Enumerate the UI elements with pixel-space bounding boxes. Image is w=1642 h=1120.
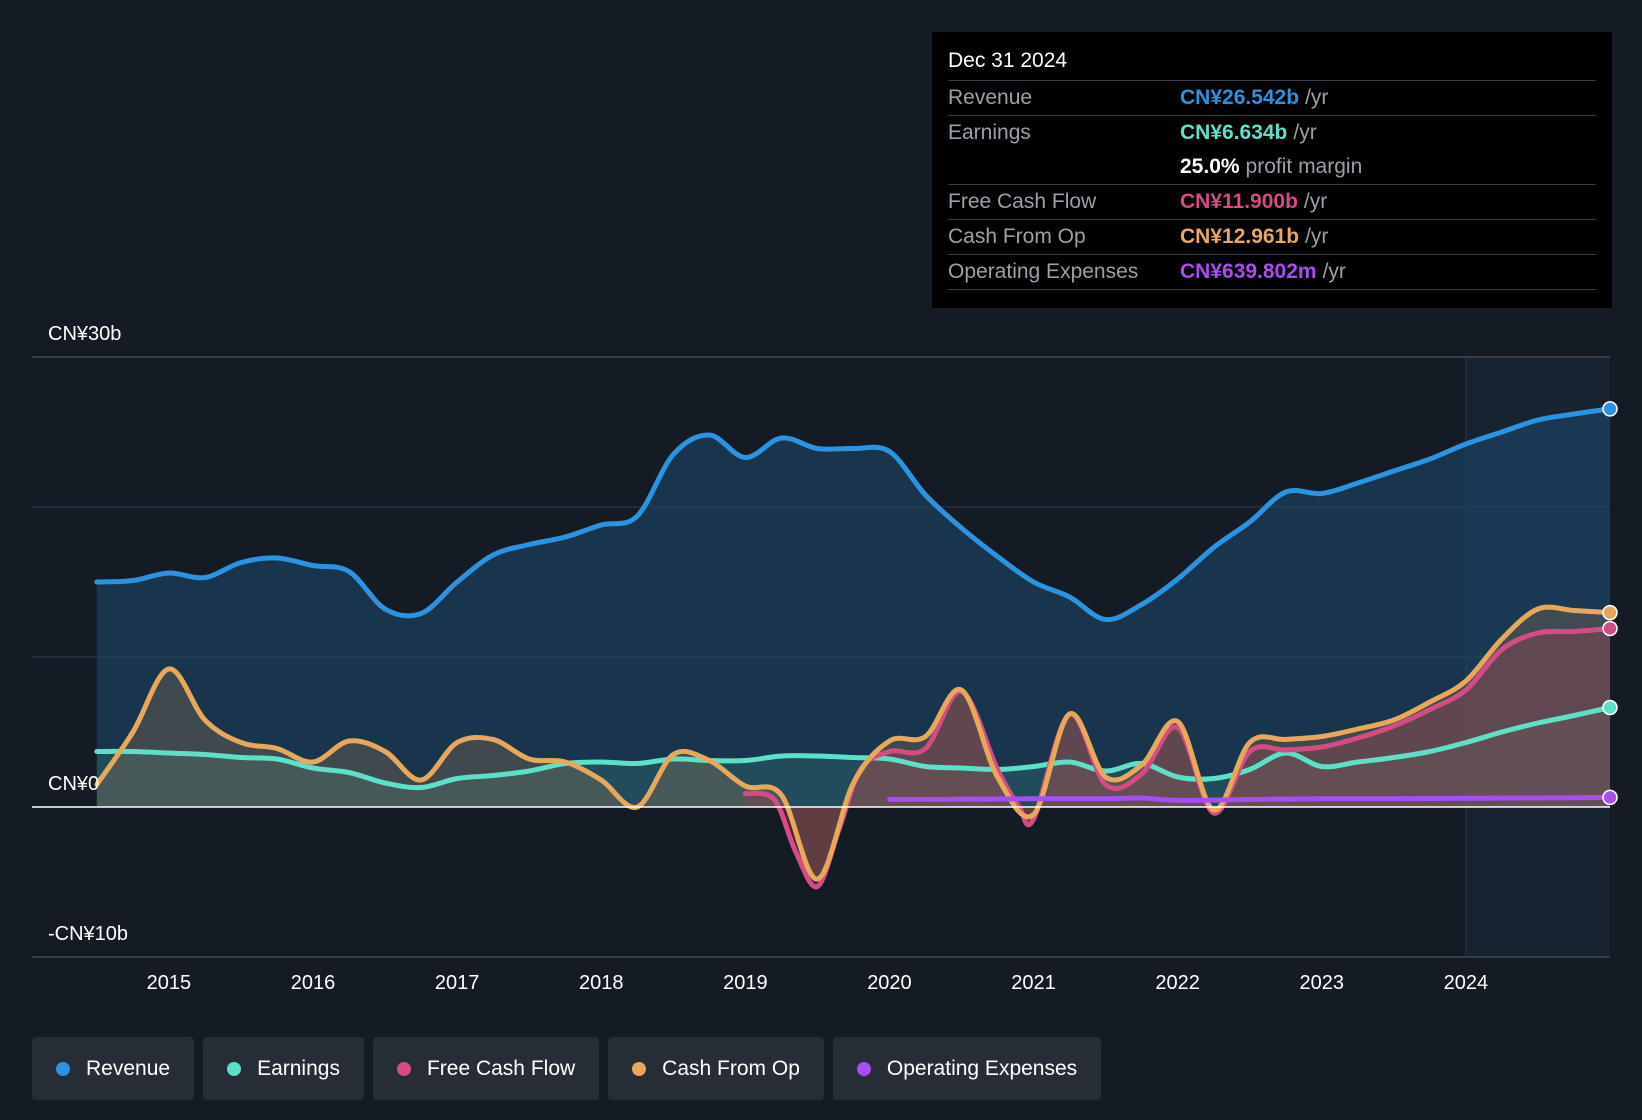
legend-item-cash-from-op[interactable]: Cash From Op <box>608 1037 824 1100</box>
y-tick-label: CN¥30b <box>48 323 121 345</box>
x-tick-label: 2022 <box>1155 972 1200 994</box>
tooltip-label: Cash From Op <box>948 225 1086 248</box>
x-tick-label: 2021 <box>1011 972 1056 994</box>
x-tick-label: 2018 <box>579 972 624 994</box>
end-marker-free-cash-flow <box>1602 620 1618 637</box>
legend-label: Free Cash Flow <box>426 1056 576 1080</box>
tooltip-value: CN¥12.961b <box>1180 225 1300 248</box>
area-cash-from-op <box>96 607 1610 880</box>
legend-item-free-cash-flow[interactable]: Free Cash Flow <box>372 1037 600 1100</box>
x-tick-label: 2016 <box>291 972 336 994</box>
tooltip-value: CN¥6.634b <box>1180 121 1288 144</box>
tooltip-label: Revenue <box>948 86 1033 109</box>
tooltip-unit: /yr <box>1305 86 1329 109</box>
tooltip-row-fcf: Free Cash Flow CN¥11.900b /yr <box>948 184 1596 219</box>
legend-dot-icon <box>856 1061 871 1076</box>
end-marker-operating-expenses <box>1602 789 1618 806</box>
tooltip-row-earnings: Earnings CN¥6.634b /yr <box>948 115 1596 150</box>
y-axis-labels: CN¥30b CN¥0 -CN¥10b <box>48 323 128 945</box>
tooltip-label: Earnings <box>948 121 1031 144</box>
legend-dot-icon <box>632 1061 647 1076</box>
tooltip-value: 25.0% <box>1180 155 1240 178</box>
legend-item-operating-expenses[interactable]: Operating Expenses <box>832 1037 1102 1100</box>
legend-label: Earnings <box>257 1056 340 1080</box>
x-tick-label: 2015 <box>147 972 192 994</box>
legend-item-revenue[interactable]: Revenue <box>32 1037 195 1100</box>
tooltip-unit: /yr <box>1322 260 1346 283</box>
tooltip-label: Free Cash Flow <box>948 190 1097 213</box>
series-areas <box>96 408 1610 887</box>
line-operating-expenses <box>887 794 1613 803</box>
tooltip-value: CN¥11.900b <box>1180 190 1298 213</box>
x-tick-label: 2024 <box>1444 972 1489 994</box>
tooltip-unit: /yr <box>1293 121 1317 144</box>
tooltip-value: CN¥26.542b <box>1180 86 1300 109</box>
legend-dot-icon <box>227 1061 242 1076</box>
line-revenue <box>94 406 1613 623</box>
line-earnings <box>94 705 1613 791</box>
end-marker-earnings <box>1602 699 1618 716</box>
tooltip-row-revenue: Revenue CN¥26.542b /yr <box>948 80 1596 115</box>
tooltip-date: Dec 31 2024 <box>948 49 1068 72</box>
area-revenue <box>96 408 1610 807</box>
y-tick-label: CN¥0 <box>48 773 99 795</box>
tooltip-row-opex: Operating Expenses CN¥639.802m /yr <box>948 254 1596 290</box>
legend-dot-icon <box>56 1061 70 1076</box>
tooltip-unit: profit margin <box>1245 155 1363 178</box>
series-lines <box>94 406 1613 890</box>
x-tick-label: 2023 <box>1300 972 1345 994</box>
tooltip-value: CN¥639.802m <box>1180 260 1317 283</box>
tooltip-label: Operating Expenses <box>948 260 1139 283</box>
x-tick-label: 2019 <box>723 972 768 994</box>
legend-item-earnings[interactable]: Earnings <box>203 1037 364 1100</box>
y-tick-label: -CN¥10b <box>48 923 128 945</box>
tooltip-unit: /yr <box>1305 225 1329 248</box>
legend-label: Cash From Op <box>662 1056 800 1080</box>
legend-label: Operating Expenses <box>886 1056 1078 1080</box>
tooltip-row-cfo: Cash From Op CN¥12.961b /yr <box>948 219 1596 254</box>
x-tick-label: 2020 <box>867 972 912 994</box>
tooltip-row-margin: 25.0% profit margin <box>948 150 1596 184</box>
legend: Revenue Earnings Free Cash Flow Cash Fro… <box>32 1037 1102 1100</box>
tooltip-unit: /yr <box>1303 190 1328 213</box>
legend-label: Revenue <box>86 1056 171 1080</box>
end-markers <box>1602 401 1618 806</box>
x-tick-label: 2017 <box>435 972 480 994</box>
line-cash-from-op <box>94 604 1613 882</box>
tooltip-panel: Dec 31 2024 Revenue CN¥26.542b /yr Earni… <box>932 32 1612 308</box>
end-marker-cash-from-op <box>1602 604 1618 621</box>
end-marker-revenue <box>1602 401 1618 417</box>
legend-dot-icon <box>396 1061 411 1076</box>
x-axis-labels: 2015 2016 2017 2018 2019 2020 2021 2022 2023 2024 <box>147 972 1488 994</box>
